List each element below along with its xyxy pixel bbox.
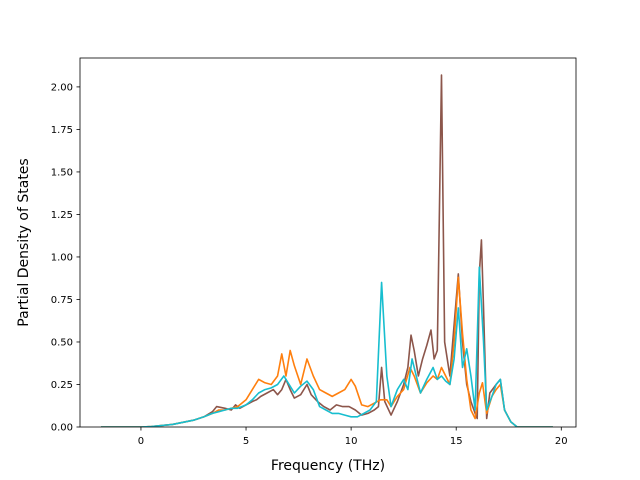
y-tick-label: 1.50 [51,167,73,178]
plot-frame [79,57,577,428]
x-axis-label: Frequency (THz) [271,458,385,474]
x-tick-label: 20 [555,436,568,447]
y-tick-label: 0.50 [51,337,73,348]
x-tick-label: 5 [243,436,249,447]
y-axis-label: Partial Density of States [16,158,32,326]
x-tick-label: 10 [345,436,358,447]
y-tick-label: 1.00 [51,252,73,263]
series-line-3 [101,266,553,427]
y-tick-label: 1.25 [51,210,73,221]
series-layer [101,74,553,427]
series-line-2 [101,276,553,427]
y-tick-label: 2.00 [51,82,73,93]
y-tick-label: 1.75 [51,125,73,136]
x-tick-label: 0 [138,436,144,447]
x-axis-ticks: 0 5 10 15 20 [138,427,568,447]
x-tick-label: 15 [450,436,463,447]
y-axis-ticks: 0.00 0.25 0.50 0.75 1.00 1.25 1.50 1.75 2.00 [51,82,80,434]
y-tick-label: 0.00 [51,423,73,434]
y-tick-label: 0.75 [51,295,73,306]
y-tick-label: 0.25 [51,380,73,391]
